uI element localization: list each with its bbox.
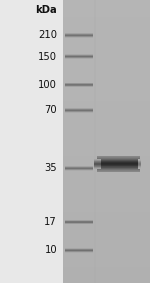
Bar bbox=[97, 160, 140, 161]
Bar bbox=[97, 169, 140, 170]
Bar bbox=[97, 159, 140, 160]
Bar bbox=[138, 163, 141, 164]
Text: 35: 35 bbox=[44, 163, 57, 173]
Bar bbox=[97, 167, 140, 168]
Bar bbox=[94, 164, 101, 165]
Bar bbox=[94, 159, 101, 160]
Bar bbox=[94, 158, 101, 159]
Text: 70: 70 bbox=[44, 105, 57, 115]
Bar bbox=[97, 164, 140, 165]
Text: 10: 10 bbox=[44, 245, 57, 256]
Bar bbox=[97, 161, 140, 162]
Bar bbox=[138, 164, 141, 165]
Bar bbox=[97, 162, 140, 163]
Bar bbox=[94, 165, 101, 166]
Bar bbox=[97, 165, 140, 166]
Bar bbox=[94, 169, 101, 170]
Text: 17: 17 bbox=[44, 217, 57, 227]
Bar bbox=[94, 167, 101, 168]
Bar bbox=[97, 166, 140, 167]
Bar bbox=[97, 158, 140, 159]
Bar bbox=[63, 0, 150, 283]
Bar bbox=[94, 161, 101, 162]
Bar bbox=[97, 170, 140, 171]
Bar bbox=[94, 160, 101, 161]
Bar bbox=[138, 168, 141, 169]
Bar bbox=[97, 168, 140, 169]
Bar bbox=[138, 165, 141, 166]
Bar bbox=[138, 159, 141, 160]
Bar bbox=[94, 166, 101, 167]
Text: 100: 100 bbox=[38, 80, 57, 90]
Bar bbox=[138, 162, 141, 163]
Bar bbox=[97, 157, 140, 158]
Text: 210: 210 bbox=[38, 30, 57, 40]
Bar bbox=[138, 160, 141, 161]
Bar bbox=[138, 166, 141, 167]
Bar bbox=[94, 168, 101, 169]
Bar bbox=[138, 167, 141, 168]
Bar bbox=[94, 162, 101, 163]
Bar bbox=[94, 163, 101, 164]
Text: kDa: kDa bbox=[35, 5, 57, 15]
Bar bbox=[97, 163, 140, 164]
Text: 150: 150 bbox=[38, 52, 57, 62]
Bar bbox=[97, 171, 140, 172]
Bar bbox=[97, 156, 140, 157]
Bar bbox=[138, 161, 141, 162]
